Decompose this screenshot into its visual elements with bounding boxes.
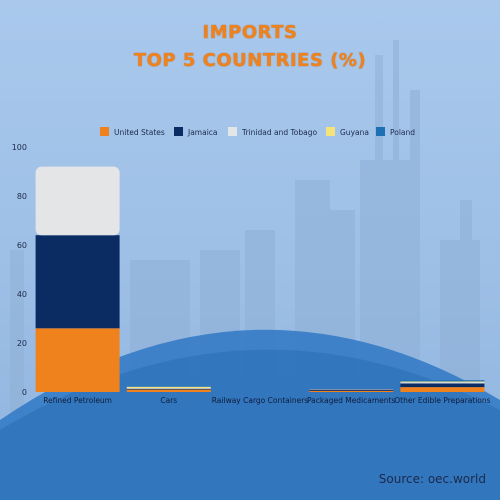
bar-segment-poland <box>400 380 485 382</box>
bar-segment-jamaica <box>35 235 120 329</box>
legend-item-jamaica: Jamaica <box>174 127 218 141</box>
legend-item-united-states: United States <box>100 127 165 141</box>
bar-segment-united-states <box>309 390 394 392</box>
legend-label-jamaica: Jamaica <box>188 128 218 137</box>
legend-item-trinidad: Trinidad and Tobago <box>228 127 317 141</box>
legend: United States Jamaica Trinidad and Tobag… <box>0 127 500 141</box>
bar-segment-united-states <box>35 328 120 392</box>
legend-label-united-states: United States <box>114 128 165 137</box>
legend-label-poland: Poland <box>390 128 416 137</box>
bar-segment-jamaica <box>400 383 485 388</box>
y-tick-label: 60 <box>17 241 27 250</box>
legend-label-trinidad: Trinidad and Tobago <box>242 128 318 137</box>
bar-segment-trinidad-and-tobago <box>400 382 485 384</box>
x-tick-label: Refined Petroleum <box>43 396 112 405</box>
chart-title-line2: TOP 5 COUNTRIES (%) <box>133 50 367 71</box>
chart-title-line1: IMPORTS <box>202 22 298 43</box>
bar-segment-united-states <box>126 389 211 392</box>
bar-segment-trinidad-and-tobago <box>126 388 211 389</box>
legend-item-guyana: Guyana <box>326 127 369 141</box>
y-tick-label: 0 <box>22 388 27 397</box>
legend-swatch-jamaica <box>174 127 183 136</box>
bar-segment-united-states <box>400 387 485 392</box>
legend-swatch-trinidad <box>228 127 237 136</box>
legend-label-guyana: Guyana <box>340 128 369 137</box>
y-tick-label: 80 <box>17 192 27 201</box>
bar-segment-trinidad-and-tobago <box>35 166 120 236</box>
y-tick-label: 20 <box>17 339 27 348</box>
bar-segment-jamaica <box>309 389 394 391</box>
x-tick-label: Packaged Medicaments <box>307 396 395 405</box>
legend-swatch-poland <box>376 127 385 136</box>
bar-segment-guyana <box>126 386 211 389</box>
legend-swatch-guyana <box>326 127 335 136</box>
x-tick-label: Railway Cargo Containers <box>212 396 309 405</box>
y-tick-label: 100 <box>12 143 27 152</box>
bar-segment-trinidad-and-tobago <box>309 389 394 390</box>
x-tick-label: Cars <box>160 396 177 405</box>
x-tick-label: Other Edible Preparations <box>394 396 490 405</box>
legend-swatch-united-states <box>100 127 109 136</box>
bar-segment-jamaica <box>126 388 211 390</box>
bar-segment-guyana <box>400 381 485 383</box>
source-note: Source: oec.world <box>378 472 486 486</box>
legend-item-poland: Poland <box>376 127 415 141</box>
y-tick-label: 40 <box>17 290 27 299</box>
